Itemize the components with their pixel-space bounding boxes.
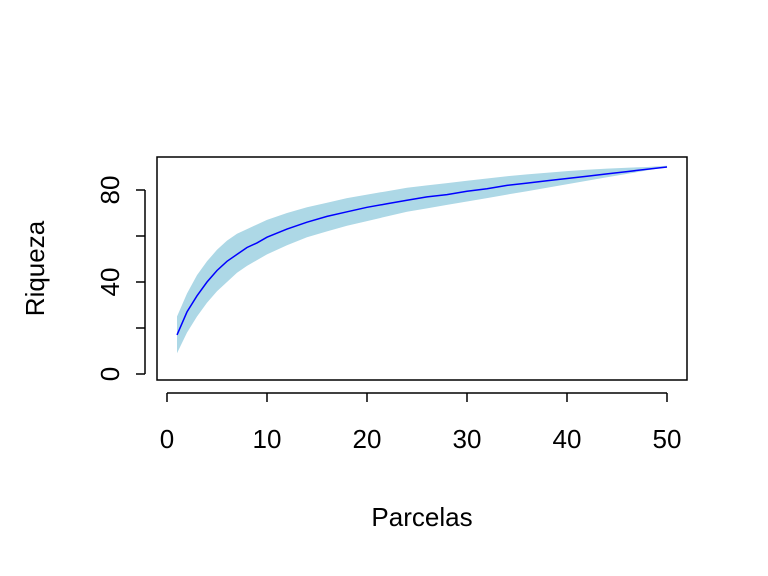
confidence-band-layer [177,165,667,354]
x-axis: 0 10 20 30 40 50 [160,392,682,454]
x-tick-label: 30 [453,424,482,454]
x-tick-label: 10 [253,424,282,454]
confidence-band [177,165,667,354]
y-axis: 0 40 80 [95,176,146,381]
plot-box [156,156,688,381]
series-line-layer [176,166,668,336]
richness-line [176,166,668,336]
y-axis-title: Riqueza [20,220,50,316]
y-tick-label: 0 [95,367,125,381]
x-tick-label: 50 [653,424,682,454]
x-tick-label: 0 [160,424,174,454]
x-axis-title: Parcelas [371,502,472,532]
x-tick-label: 40 [553,424,582,454]
y-tick-label: 80 [95,176,125,205]
x-tick-label: 20 [353,424,382,454]
y-tick-label: 40 [95,268,125,297]
